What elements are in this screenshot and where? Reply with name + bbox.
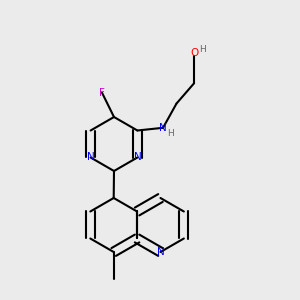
- Text: H: H: [167, 129, 174, 138]
- Text: O: O: [190, 48, 198, 58]
- Text: N: N: [159, 123, 167, 133]
- Text: N: N: [157, 247, 164, 257]
- Text: H: H: [199, 45, 206, 54]
- Text: N: N: [134, 152, 141, 163]
- Text: N: N: [87, 152, 94, 163]
- Text: F: F: [99, 88, 105, 98]
